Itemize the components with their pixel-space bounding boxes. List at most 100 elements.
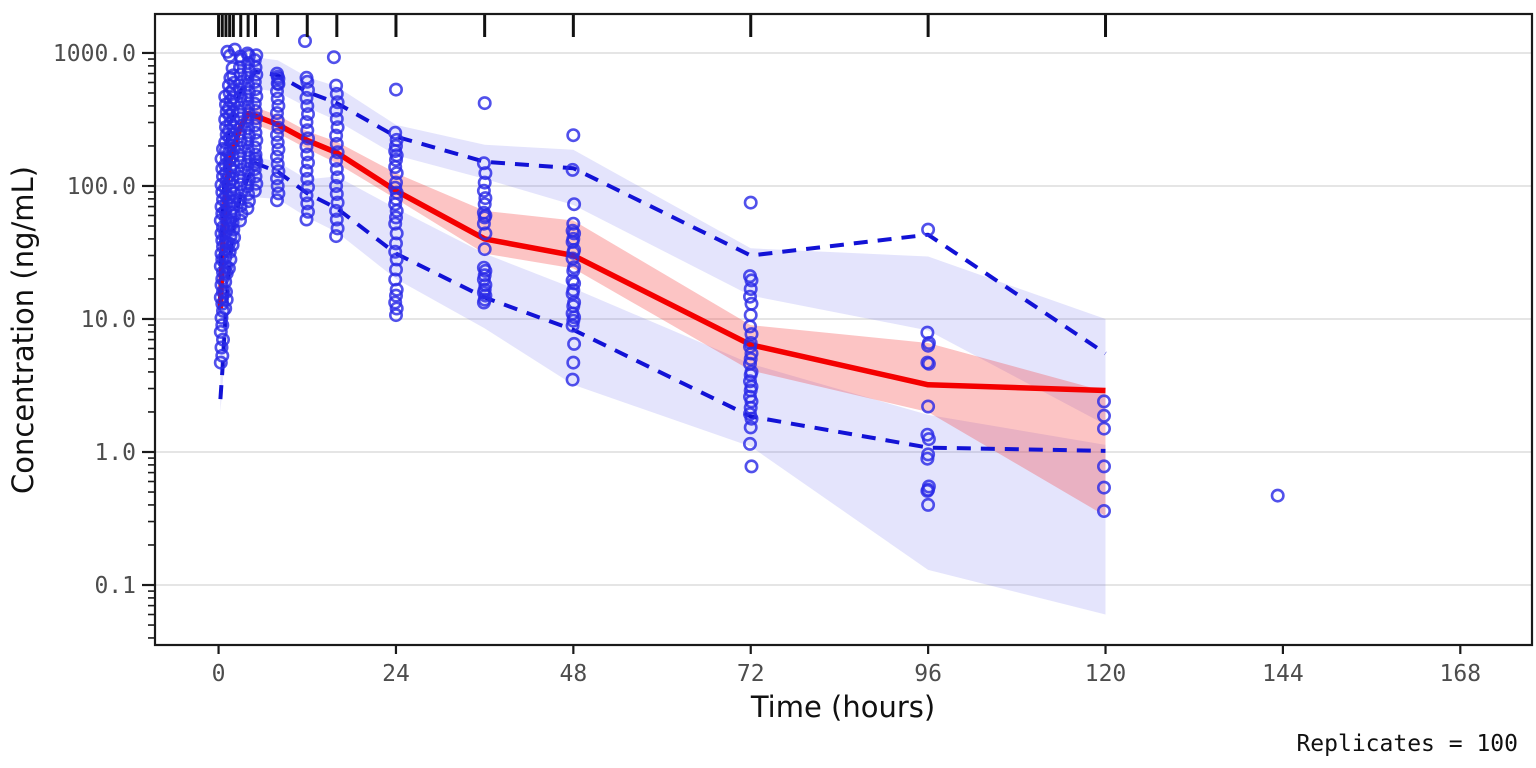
observation-point	[388, 197, 403, 212]
observation-point	[249, 89, 264, 104]
observation-point	[388, 236, 403, 251]
observation-point	[1270, 488, 1285, 503]
observation-point	[744, 411, 759, 426]
observation-point	[249, 48, 264, 63]
observation-point	[271, 98, 286, 113]
observation-point	[233, 213, 248, 228]
observation-point	[329, 162, 344, 177]
observation-point	[300, 204, 315, 219]
x-tick-label: 48	[559, 661, 587, 687]
observation-point	[329, 153, 344, 168]
observation-point	[476, 156, 491, 171]
observation-point	[567, 336, 582, 351]
observation-point	[330, 195, 345, 210]
observation-point	[300, 131, 315, 146]
observation-point	[389, 166, 404, 181]
observation-point	[270, 179, 285, 194]
observation-point	[249, 133, 264, 148]
observation-point	[299, 70, 314, 85]
observation-point	[566, 313, 581, 328]
observation-point	[388, 160, 403, 175]
observation-point	[299, 212, 314, 227]
observation-point	[921, 338, 936, 353]
observation-point	[269, 149, 284, 164]
x-tick-label: 24	[382, 661, 410, 687]
observation-point	[300, 99, 315, 114]
observation-point	[218, 274, 233, 289]
observation-point	[329, 212, 344, 227]
observation-point	[247, 74, 262, 89]
observation-point	[329, 128, 344, 143]
simulated-p5-ci-band	[220, 157, 1106, 615]
observation-point	[329, 229, 344, 244]
observation-point	[1097, 394, 1112, 409]
observation-point	[213, 324, 228, 339]
observation-point	[248, 151, 263, 166]
observation-point	[921, 356, 936, 371]
observation-point	[300, 171, 315, 186]
observation-point	[388, 152, 403, 167]
replicates-annotation: Replicates = 100	[1296, 731, 1518, 757]
observation-point	[269, 171, 284, 186]
observation-point	[241, 194, 256, 209]
observation-point	[248, 104, 263, 119]
observation-point	[329, 203, 344, 218]
observation-point	[921, 222, 936, 237]
observation-point	[225, 215, 240, 230]
observation-point	[329, 187, 344, 202]
observation-point	[329, 179, 344, 194]
observation-point	[299, 115, 314, 130]
observation-point	[299, 163, 314, 178]
observation-point	[567, 226, 582, 241]
observation-point	[388, 82, 403, 97]
panel-border	[153, 12, 1534, 647]
observation-point	[389, 226, 404, 241]
observation-point	[744, 273, 759, 288]
observation-point	[299, 139, 314, 154]
observation-point	[388, 308, 403, 323]
observation-point	[330, 221, 345, 236]
observation-point	[329, 86, 344, 101]
observation-point	[566, 128, 581, 143]
observation-point	[566, 216, 581, 231]
observation-point	[219, 284, 234, 299]
y-tick-label: 1000.0	[53, 41, 136, 67]
observation-point	[215, 348, 230, 363]
observation-point	[300, 147, 315, 162]
observation-point	[248, 147, 263, 162]
observation-point	[566, 245, 581, 260]
observation-point	[478, 191, 493, 206]
observation-point	[388, 125, 403, 140]
observation-point	[227, 230, 242, 245]
observation-point	[742, 289, 757, 304]
observation-point	[920, 451, 935, 466]
observation-point	[300, 196, 315, 211]
observation-point	[565, 162, 580, 177]
observation-point	[388, 210, 403, 225]
observation-point	[476, 216, 491, 231]
observation-point	[326, 50, 341, 65]
y-axis-title: Concentration (ng/mL)	[6, 166, 40, 494]
observation-point	[300, 180, 315, 195]
observation-point	[249, 111, 264, 126]
observation-point	[215, 318, 230, 333]
observation-point	[271, 186, 286, 201]
observation-point	[269, 193, 284, 208]
observation-point	[477, 175, 492, 190]
observation-point	[240, 201, 255, 216]
observation-point	[270, 113, 285, 128]
observation-point	[226, 222, 241, 237]
observation-point	[223, 252, 238, 267]
x-tick-label: 144	[1262, 661, 1304, 687]
observation-point	[329, 136, 344, 151]
observation-point	[744, 394, 759, 409]
observation-point	[742, 436, 757, 451]
observation-point	[297, 33, 312, 48]
observation-point	[299, 188, 314, 203]
observation-point	[920, 483, 935, 498]
observation-point	[1097, 459, 1112, 474]
observation-point	[270, 76, 285, 91]
observation-point	[300, 123, 315, 138]
observation-point	[248, 125, 263, 140]
observation-point	[329, 103, 344, 118]
